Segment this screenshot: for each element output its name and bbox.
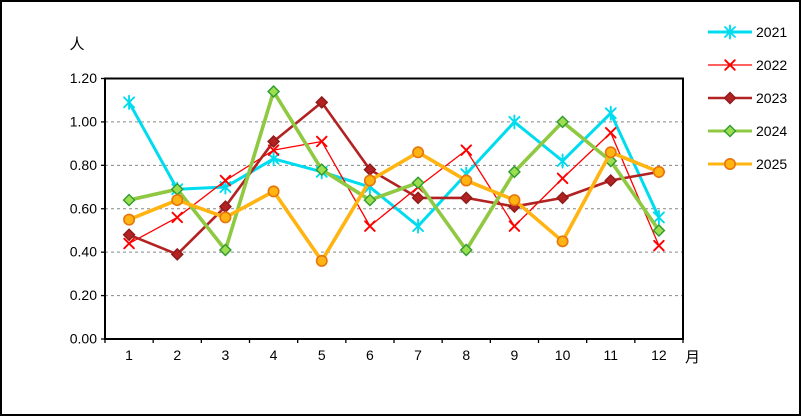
legend-item-2024: 2024 (708, 123, 787, 139)
legend-label: 2021 (756, 24, 787, 40)
y-tick-label: 0.80 (70, 157, 97, 173)
series-2024-marker (723, 124, 737, 138)
series-2022-marker (364, 220, 376, 232)
series-2021-marker (724, 24, 736, 40)
x-axis-unit-label: 月 (685, 349, 701, 366)
series-2022-line (128, 132, 660, 247)
x-tick-label: 6 (366, 347, 374, 363)
legend-label: 2024 (756, 123, 787, 139)
x-tick-label: 8 (462, 347, 470, 363)
series-2021-marker (123, 94, 136, 110)
series-2023-marker (459, 191, 473, 205)
series-2024-marker (315, 163, 329, 177)
series-2021-marker (267, 151, 280, 167)
series-2024-marker (411, 176, 425, 190)
series-2025-marker (123, 213, 136, 226)
series-2025-marker (315, 254, 328, 267)
series-2022-marker (460, 144, 472, 156)
legend-item-2025: 2025 (708, 156, 787, 172)
y-tick-label: 0.40 (70, 244, 97, 260)
legend-label: 2025 (756, 156, 787, 172)
series-2023-marker (604, 174, 618, 188)
series-2025-marker (652, 165, 665, 178)
series-2021-marker (508, 114, 521, 130)
series-2021-marker (652, 209, 665, 225)
series-2022-marker (316, 135, 328, 148)
y-tick-label: 1.00 (70, 113, 97, 129)
x-tick-label: 3 (222, 347, 230, 363)
series-2022-marker (605, 127, 617, 139)
x-tick-label: 11 (603, 347, 618, 363)
legend-label: 2022 (756, 57, 787, 73)
legend-item-2023: 2023 (708, 90, 787, 106)
series-2024-marker (267, 85, 281, 99)
series-2024-marker (363, 193, 377, 207)
series-2025-marker (604, 146, 617, 159)
series-2025-marker (363, 174, 376, 187)
series-2024-marker (507, 165, 521, 179)
x-tick-label: 1 (125, 347, 133, 363)
x-tick-label: 10 (555, 347, 571, 363)
y-axis-unit-label: 人 (69, 36, 85, 53)
series-2022-marker (219, 174, 232, 187)
legend-item-2022: 2022 (708, 57, 787, 73)
series-2021-marker (604, 105, 617, 121)
series-2024-marker (122, 193, 136, 207)
series-2022-marker (171, 211, 183, 224)
y-tick-label: 0.00 (70, 331, 97, 347)
series-2025-marker (460, 174, 473, 187)
x-tick-label: 2 (173, 347, 181, 363)
series-2025-marker (219, 211, 232, 224)
legend-label: 2023 (756, 90, 787, 106)
series-2021-marker (556, 153, 569, 169)
series-2023-marker (315, 95, 329, 109)
legend-item-2021: 2021 (708, 24, 787, 40)
series-2025-marker (267, 185, 280, 198)
series-2023-marker (411, 191, 425, 205)
series-2025-marker (723, 158, 736, 171)
y-tick-label: 0.20 (70, 287, 97, 303)
series-2023-marker (267, 134, 281, 148)
series-2022-marker (724, 59, 736, 71)
series-2022-marker (123, 237, 135, 250)
series-2024-line (127, 89, 661, 252)
y-tick-label: 0.60 (70, 200, 97, 216)
series-2023-marker (170, 247, 184, 261)
y-tick-label: 1.20 (70, 70, 97, 86)
x-tick-label: 12 (651, 347, 667, 363)
series-2024-marker (652, 223, 666, 237)
series-2025-marker (412, 146, 425, 159)
series-2022-marker (653, 239, 665, 252)
series-2021-marker (412, 218, 425, 234)
x-tick-label: 9 (511, 347, 519, 363)
series-2023-marker (723, 91, 737, 105)
x-tick-label: 7 (414, 347, 422, 363)
series-2022-marker (556, 172, 569, 185)
series-2025-line (127, 150, 661, 263)
x-tick-label: 5 (318, 347, 326, 363)
series-2024-marker (459, 243, 473, 257)
series-2024-marker (556, 115, 570, 129)
series-2025-marker (171, 194, 184, 207)
series-2025-marker (556, 235, 569, 248)
series-2024-marker (218, 243, 232, 257)
x-tick-label: 4 (270, 347, 278, 363)
series-2025-marker (508, 194, 521, 207)
series-2023-marker (122, 228, 136, 242)
series-2022-marker (508, 220, 521, 232)
series-2023-marker (556, 191, 570, 205)
